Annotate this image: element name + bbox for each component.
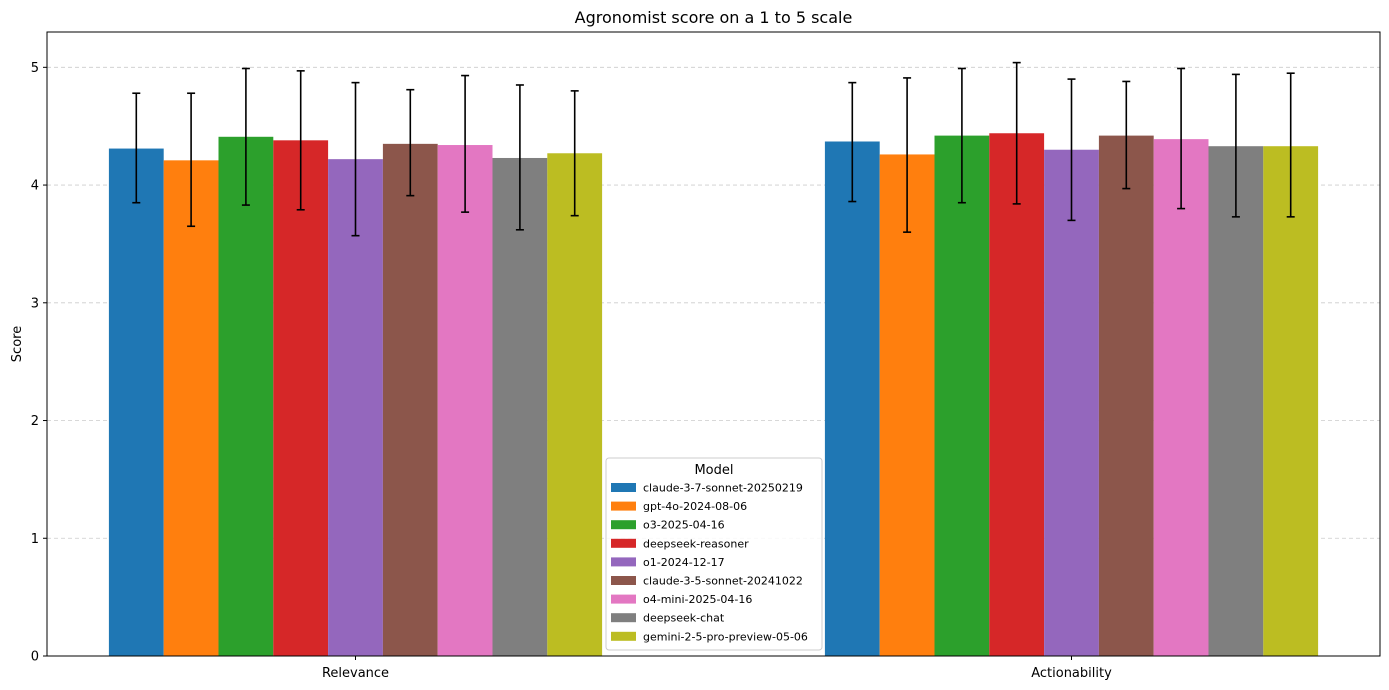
legend-swatch <box>611 613 636 623</box>
bar <box>218 136 274 656</box>
bar <box>108 148 164 657</box>
bar <box>547 153 603 656</box>
bar <box>1153 139 1209 656</box>
axes: 0 1 2 3 4 5 Relevance Actionability <box>31 61 1112 681</box>
y-tick-label: 2 <box>31 414 39 429</box>
y-axis-label: Score <box>10 326 25 362</box>
x-tick-label: Actionability <box>1031 666 1112 681</box>
bar <box>1044 149 1099 657</box>
bar <box>1263 146 1319 656</box>
bars <box>108 133 1319 657</box>
legend-box <box>605 457 823 651</box>
bar <box>1208 146 1264 656</box>
bar <box>492 157 548 656</box>
legend-swatch <box>611 631 636 641</box>
bar <box>328 159 383 656</box>
bar <box>163 160 219 656</box>
legend: Model claude-3-7-sonnet-20250219 gpt-4o-2… <box>605 457 823 651</box>
y-tick-label: 1 <box>31 532 39 547</box>
bar <box>1098 135 1154 656</box>
y-tick-label: 4 <box>31 179 39 194</box>
legend-entry: o1-2024-12-17 <box>643 556 725 569</box>
bar <box>989 133 1045 657</box>
legend-entry: claude-3-5-sonnet-20241022 <box>643 575 803 588</box>
legend-entry: deepseek-chat <box>643 612 725 625</box>
y-tick-label: 0 <box>31 650 39 665</box>
y-tick-label: 5 <box>31 61 39 76</box>
legend-swatch <box>611 501 636 511</box>
legend-entry: gemini-2-5-pro-preview-05-06 <box>643 630 808 643</box>
error-bars <box>132 61 1295 237</box>
legend-entry: gpt-4o-2024-08-06 <box>643 500 747 513</box>
chart-title: Agronomist score on a 1 to 5 scale <box>575 8 853 27</box>
x-tick-label: Relevance <box>322 666 389 681</box>
bar <box>437 145 493 656</box>
legend-entry: o4-mini-2025-04-16 <box>643 593 752 606</box>
y-tick-label: 3 <box>31 296 39 311</box>
legend-swatch <box>611 520 636 530</box>
bar <box>879 154 935 656</box>
legend-swatch <box>611 557 636 567</box>
plot-frame <box>46 31 1381 657</box>
bar <box>382 143 438 656</box>
legend-swatch <box>611 594 636 604</box>
legend-swatch <box>611 483 636 492</box>
legend-entry: o3-2025-04-16 <box>643 519 725 532</box>
legend-swatch <box>611 576 636 585</box>
bar <box>824 141 880 657</box>
legend-title: Model <box>694 463 733 478</box>
legend-swatch <box>611 538 636 548</box>
legend-entry: deepseek-reasoner <box>643 537 749 550</box>
legend-entry: claude-3-7-sonnet-20250219 <box>643 482 803 495</box>
bar <box>934 135 990 656</box>
bar <box>273 140 329 656</box>
